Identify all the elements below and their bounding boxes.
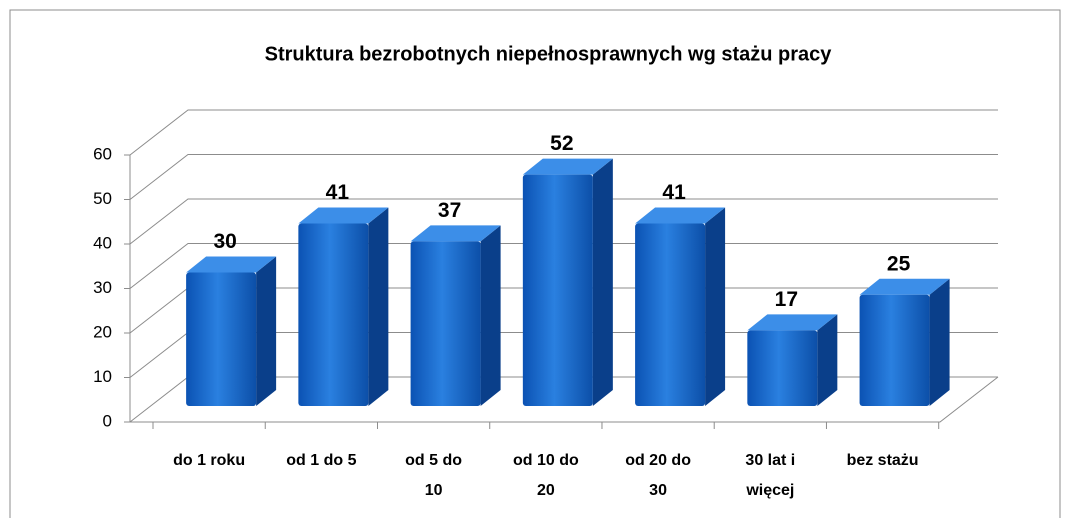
bar-top (298, 207, 389, 224)
data-label: 41 (662, 181, 686, 204)
bar-side (817, 314, 838, 406)
grid-line (129, 243, 998, 289)
y-tick-label: 0 (103, 411, 112, 430)
data-label: 17 (775, 288, 798, 311)
y-tick-label: 30 (93, 278, 112, 297)
bar (635, 223, 706, 406)
bar (186, 272, 257, 406)
y-tick-label: 40 (93, 233, 112, 252)
bar (747, 330, 818, 406)
grid-line (129, 198, 998, 245)
bar-top (410, 225, 501, 242)
bar (859, 294, 930, 406)
chart-title: Struktura bezrobotnych niepełnosprawnych… (265, 43, 833, 65)
bar-side (256, 256, 277, 406)
bar-top (522, 158, 613, 175)
data-label: 30 (213, 230, 236, 253)
grid-line (129, 154, 998, 200)
data-label: 41 (326, 181, 350, 204)
x-tick-label: 30 lat i więcej (745, 452, 796, 499)
data-label: 37 (438, 199, 461, 222)
x-tick-label: do 1 roku (173, 452, 246, 469)
y-tick-label: 60 (93, 144, 112, 163)
x-tick-label: od 10 do 20 (512, 452, 579, 499)
bar-side (368, 207, 389, 406)
y-tick-label: 20 (93, 322, 112, 341)
x-tick-label: od 5 do 10 (405, 452, 463, 499)
bar-side (592, 158, 613, 406)
bar-side (480, 225, 501, 406)
bar (298, 223, 369, 406)
bar-top (747, 314, 838, 331)
bar-top (186, 256, 277, 273)
bar-side (929, 278, 950, 406)
y-tick-label: 10 (93, 367, 112, 386)
data-label: 52 (550, 132, 573, 155)
grid-line (129, 109, 998, 156)
y-tick-label: 50 (93, 189, 112, 208)
x-tick-label: od 1 do 5 (286, 452, 357, 469)
x-tick-label: bez stażu (846, 452, 919, 469)
x-tick-label: od 20 do 30 (625, 452, 691, 499)
bar-side (705, 207, 726, 406)
bar-top (635, 207, 726, 224)
floor-edge (130, 376, 999, 423)
data-label: 25 (887, 252, 911, 275)
bar (410, 241, 481, 406)
bar (522, 174, 593, 406)
bar-top (859, 278, 950, 295)
